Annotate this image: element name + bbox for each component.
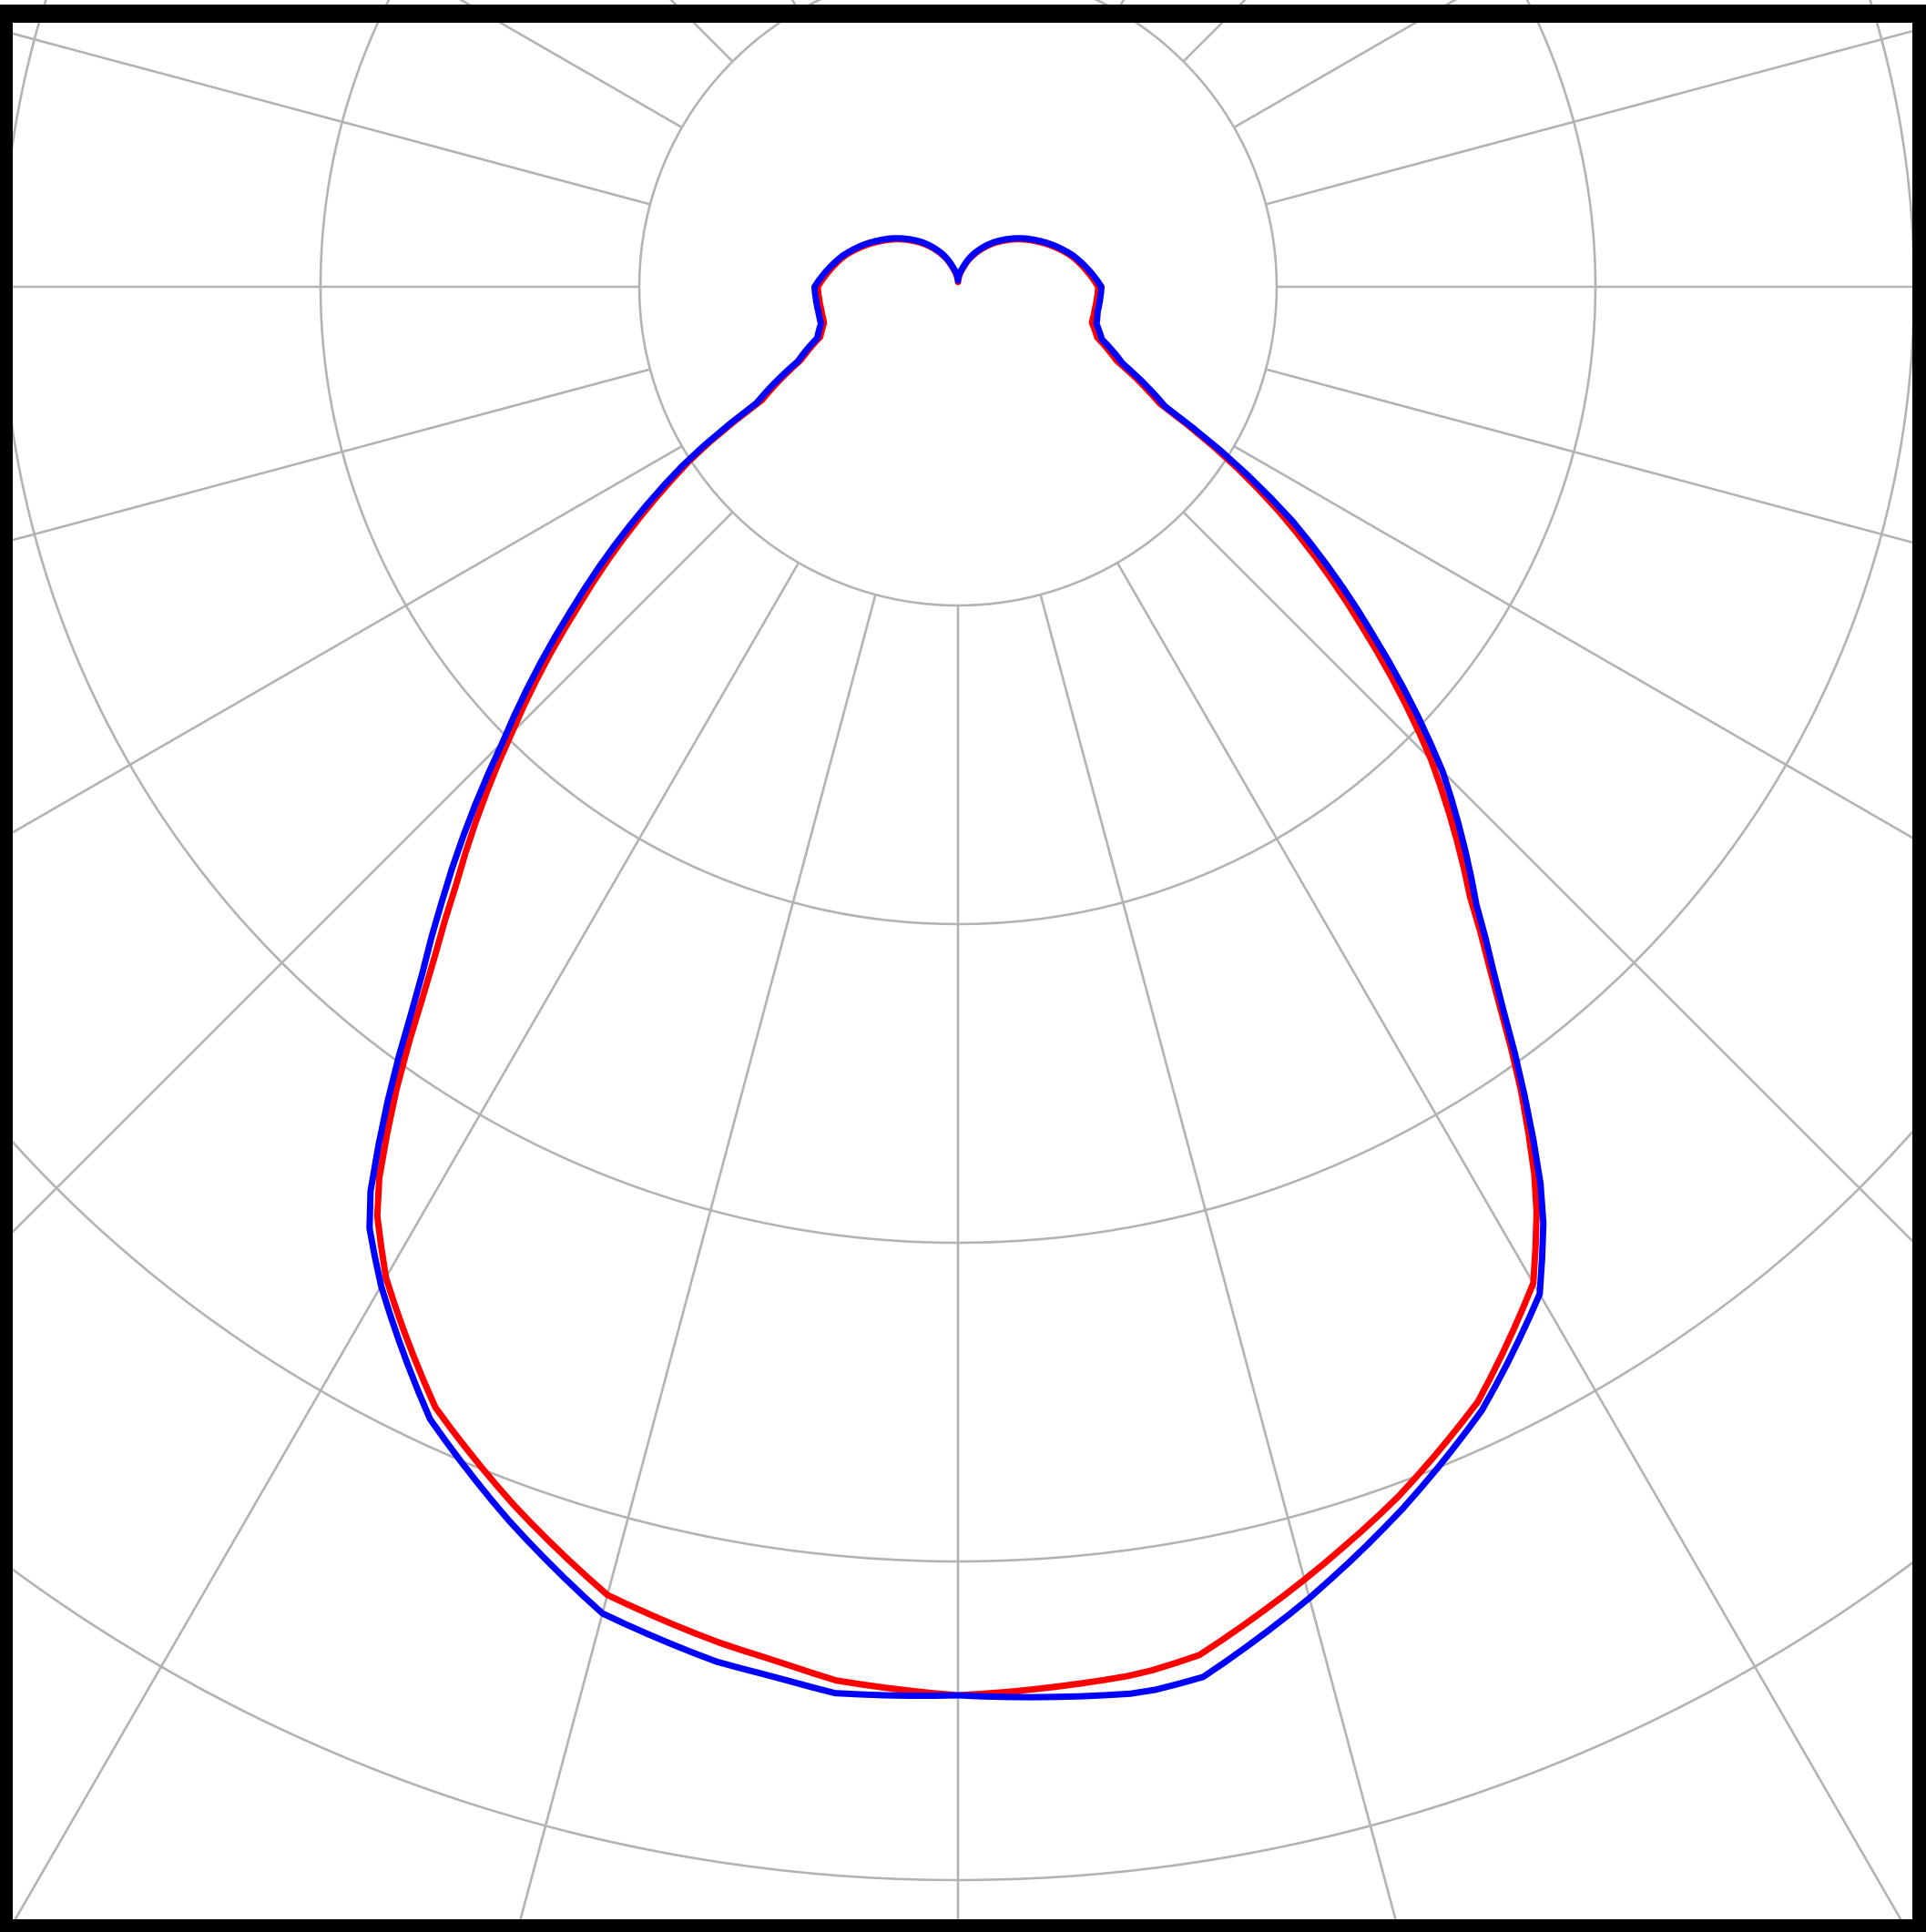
radial-gridline: [1265, 368, 1926, 548]
frame-right: [1912, 5, 1926, 1932]
radial-gridline: [1116, 562, 1910, 1932]
radial-gridline: [0, 511, 734, 1246]
blue-curve-path: [366, 235, 1547, 1701]
radial-gridline: [1039, 594, 1401, 1932]
radial-gridline: [0, 444, 683, 841]
radial-gridline: [1182, 511, 1926, 1256]
frame-top: [0, 5, 1926, 23]
radial-gridline: [1233, 444, 1926, 848]
intensity-curves: [366, 235, 1547, 1701]
frame-left: [0, 5, 13, 1932]
frame-bottom: [0, 1919, 1926, 1932]
radial-gridline: [515, 594, 877, 1932]
radial-gridline: [6, 562, 800, 1932]
radial-gridline: [0, 368, 651, 545]
frame: [0, 5, 1926, 1932]
radial-gridline: [0, 28, 651, 206]
radial-gridline: [1265, 25, 1926, 206]
